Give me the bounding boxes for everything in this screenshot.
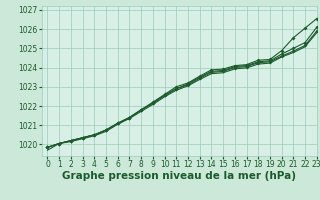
- X-axis label: Graphe pression niveau de la mer (hPa): Graphe pression niveau de la mer (hPa): [62, 171, 296, 181]
